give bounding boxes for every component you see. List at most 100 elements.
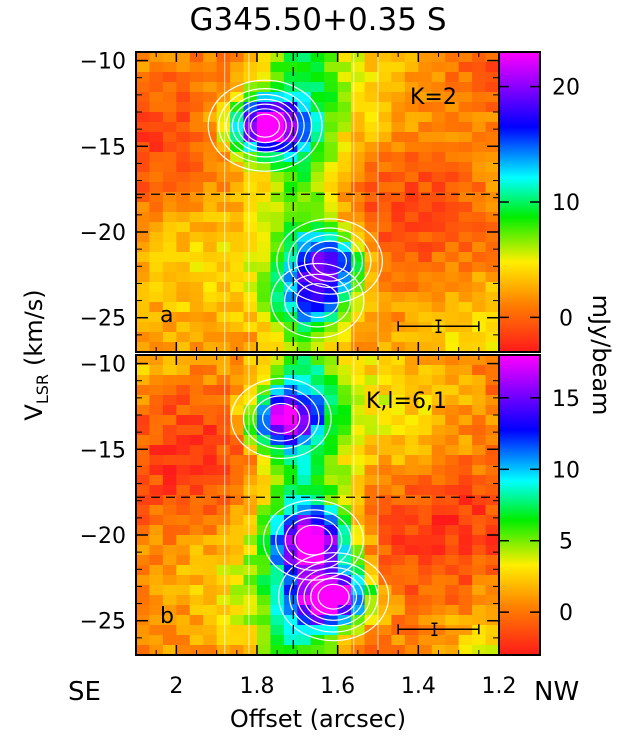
heatmap-cell — [257, 342, 272, 352]
heatmap-cell — [203, 435, 218, 446]
heatmap-cell — [391, 575, 406, 586]
heatmap-cell — [243, 52, 258, 63]
heatmap-cell — [485, 52, 499, 63]
heatmap-cell — [270, 212, 285, 223]
heatmap-cell — [189, 222, 204, 233]
heatmap-cell — [364, 162, 379, 173]
heatmap-cell — [136, 445, 151, 456]
heatmap-cell — [472, 92, 487, 103]
heatmap-cell — [162, 202, 177, 213]
heatmap-cell — [176, 375, 191, 386]
heatmap-cell — [176, 635, 191, 646]
heatmap-cell — [431, 425, 446, 436]
panel-b-transition-label: K,l=6,1 — [366, 389, 447, 414]
heatmap-cell — [216, 605, 231, 616]
heatmap-cell — [270, 102, 285, 113]
heatmap-cell — [391, 82, 406, 93]
heatmap-cell — [297, 62, 312, 73]
heatmap-cell — [230, 132, 245, 143]
heatmap-cell — [203, 385, 218, 396]
heatmap-cell — [149, 555, 164, 566]
y-tick-label: −20 — [80, 221, 126, 246]
heatmap-cell — [270, 585, 285, 596]
heatmap-cell — [378, 365, 393, 376]
heatmap-cell — [445, 302, 460, 313]
heatmap-cell — [458, 595, 473, 606]
heatmap-cell — [176, 405, 191, 416]
heatmap-cell — [337, 282, 352, 293]
heatmap-cell — [149, 485, 164, 496]
heatmap-cell — [216, 292, 231, 303]
heatmap-cell — [189, 282, 204, 293]
heatmap-cell — [257, 615, 272, 626]
heatmap-cell — [297, 112, 312, 123]
heatmap-cell — [203, 525, 218, 536]
heatmap-cell — [458, 282, 473, 293]
heatmap-cell — [458, 585, 473, 596]
heatmap-cell — [149, 132, 164, 143]
heatmap-cell — [431, 222, 446, 233]
heatmap-cell — [404, 192, 419, 203]
heatmap-cell — [162, 435, 177, 446]
heatmap-cell — [364, 425, 379, 436]
heatmap-cell — [230, 535, 245, 546]
heatmap-cell — [324, 212, 339, 223]
heatmap-cell — [364, 232, 379, 243]
heatmap-cell — [431, 585, 446, 596]
heatmap-cell — [351, 122, 366, 133]
heatmap-cell — [216, 342, 231, 352]
heatmap-cell — [270, 515, 285, 526]
heatmap-cell — [136, 212, 151, 223]
heatmap-cell — [364, 545, 379, 556]
heatmap-cell — [485, 222, 499, 233]
heatmap-cell — [203, 605, 218, 616]
heatmap-cell — [324, 312, 339, 323]
heatmap-cell — [485, 435, 499, 446]
heatmap-cell — [418, 122, 433, 133]
heatmap-cell — [283, 322, 298, 333]
heatmap-cell — [136, 322, 151, 333]
heatmap-cell — [283, 375, 298, 386]
heatmap-cell — [162, 445, 177, 456]
heatmap-cell — [189, 272, 204, 283]
heatmap-cell — [203, 495, 218, 506]
heatmap-cell — [162, 595, 177, 606]
heatmap-cell — [391, 545, 406, 556]
side-label-se: SE — [68, 677, 101, 707]
heatmap-cell — [364, 555, 379, 566]
heatmap-cell — [324, 152, 339, 163]
heatmap-cell — [136, 535, 151, 546]
heatmap-cell — [189, 435, 204, 446]
heatmap-cell — [378, 82, 393, 93]
heatmap-cell — [378, 625, 393, 636]
heatmap-cell — [230, 232, 245, 243]
heatmap-cell — [431, 242, 446, 253]
heatmap-cell — [404, 212, 419, 223]
heatmap-cell — [431, 292, 446, 303]
heatmap-cell — [458, 485, 473, 496]
heatmap-cell — [458, 272, 473, 283]
heatmap-cell — [418, 525, 433, 536]
heatmap-cell — [243, 272, 258, 283]
heatmap-cell — [324, 485, 339, 496]
heatmap-cell — [324, 595, 339, 606]
heatmap-cell — [243, 645, 258, 655]
heatmap-cell — [243, 112, 258, 123]
heatmap-cell — [230, 505, 245, 516]
heatmap-cell — [364, 355, 379, 366]
heatmap-cell — [136, 172, 151, 183]
heatmap-cell — [404, 405, 419, 416]
heatmap-cell — [283, 365, 298, 376]
heatmap-cell — [472, 455, 487, 466]
heatmap-cell — [162, 375, 177, 386]
heatmap-cell — [391, 92, 406, 103]
heatmap-cell — [472, 565, 487, 576]
heatmap-cell — [136, 52, 151, 63]
heatmap-cell — [472, 635, 487, 646]
heatmap-cell — [324, 535, 339, 546]
heatmap-cell — [485, 132, 499, 143]
contour-line — [243, 108, 287, 144]
heatmap-cell — [297, 385, 312, 396]
heatmap-cell — [337, 192, 352, 203]
heatmap-cell — [243, 605, 258, 616]
